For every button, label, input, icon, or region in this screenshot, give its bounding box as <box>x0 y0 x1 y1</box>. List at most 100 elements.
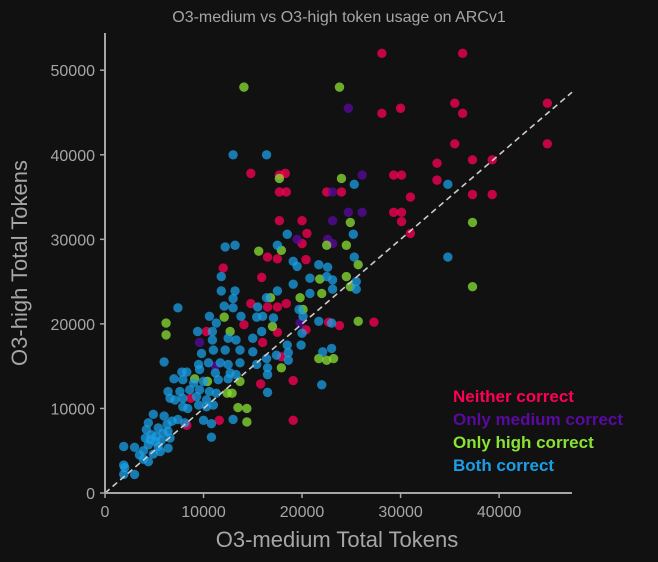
point-only-high-correct <box>341 240 352 250</box>
point-both-correct <box>326 318 337 328</box>
point-both-correct <box>351 276 361 287</box>
point-both-correct <box>443 252 453 262</box>
point-neither-correct <box>288 375 298 386</box>
point-neither-correct <box>262 252 273 262</box>
point-neither-correct <box>336 187 347 197</box>
point-both-correct <box>159 357 169 367</box>
point-both-correct <box>182 367 192 377</box>
point-both-correct <box>211 388 222 398</box>
point-both-correct <box>252 359 262 370</box>
point-both-correct <box>206 432 217 442</box>
point-both-correct <box>169 374 179 384</box>
x-tick-label: 0 <box>101 504 110 521</box>
point-both-correct <box>262 387 273 398</box>
point-only-medium-correct <box>327 216 338 226</box>
legend-item-neither-correct: Neither correct <box>453 387 574 406</box>
point-neither-correct <box>334 320 345 331</box>
point-neither-correct <box>450 139 460 149</box>
point-both-correct <box>235 358 245 368</box>
point-neither-correct <box>457 108 468 119</box>
point-both-correct <box>220 345 230 355</box>
point-both-correct <box>256 326 267 337</box>
point-both-correct <box>351 284 361 294</box>
point-both-correct <box>297 328 307 338</box>
point-both-correct <box>283 347 293 358</box>
y-tick-label: 40000 <box>51 148 96 165</box>
point-both-correct <box>230 240 240 250</box>
y-axis-label: O3-high Total Tokens <box>7 160 32 366</box>
point-both-correct <box>349 252 359 262</box>
point-both-correct <box>327 284 338 294</box>
point-both-correct <box>235 345 245 355</box>
point-neither-correct <box>377 108 387 119</box>
point-both-correct <box>261 353 272 364</box>
point-both-correct <box>208 400 219 410</box>
point-only-medium-correct <box>343 207 354 217</box>
point-only-high-correct <box>328 353 339 364</box>
point-both-correct <box>198 376 209 387</box>
point-both-correct <box>318 347 328 357</box>
x-axis-label: O3-medium Total Tokens <box>216 527 459 552</box>
point-both-correct <box>261 292 272 303</box>
point-neither-correct <box>396 207 407 217</box>
point-neither-correct <box>388 170 399 180</box>
x-tick-label: 40000 <box>477 504 522 521</box>
point-both-correct <box>262 363 273 373</box>
point-both-correct <box>208 345 219 355</box>
point-neither-correct <box>432 175 442 185</box>
point-both-correct <box>349 179 359 190</box>
point-neither-correct <box>272 302 283 312</box>
point-both-correct <box>231 335 241 345</box>
point-neither-correct <box>377 48 387 58</box>
point-both-correct <box>159 411 169 421</box>
point-neither-correct <box>255 379 266 389</box>
point-both-correct <box>272 286 283 296</box>
point-both-correct <box>292 261 302 272</box>
point-both-correct <box>155 446 165 457</box>
point-only-high-correct <box>353 259 363 270</box>
point-only-high-correct <box>161 330 171 340</box>
point-both-correct <box>223 374 233 384</box>
point-both-correct <box>219 301 229 311</box>
point-both-correct <box>167 416 177 426</box>
point-both-correct <box>305 273 315 283</box>
point-neither-correct <box>542 139 553 149</box>
point-only-high-correct <box>219 312 229 322</box>
point-both-correct <box>119 469 129 480</box>
point-both-correct <box>326 343 337 354</box>
point-both-correct <box>298 311 308 321</box>
point-both-correct <box>257 311 268 321</box>
point-neither-correct <box>274 216 285 226</box>
point-both-correct <box>191 391 202 402</box>
point-both-correct <box>204 311 215 321</box>
point-both-correct <box>305 288 315 299</box>
point-only-medium-correct <box>194 337 205 348</box>
point-neither-correct <box>262 302 273 312</box>
point-neither-correct <box>281 298 291 309</box>
point-only-high-correct <box>336 173 347 184</box>
point-neither-correct <box>281 187 291 197</box>
point-only-high-correct <box>317 288 327 299</box>
point-neither-correct <box>405 192 416 202</box>
point-only-high-correct <box>242 403 252 414</box>
point-only-high-correct <box>334 82 345 92</box>
point-both-correct <box>119 441 129 452</box>
point-only-medium-correct <box>327 187 338 197</box>
point-neither-correct <box>274 187 285 197</box>
point-neither-correct <box>301 254 311 265</box>
point-both-correct <box>271 350 282 360</box>
y-tick-label: 10000 <box>51 401 96 418</box>
point-both-correct <box>216 271 226 282</box>
point-both-correct <box>253 302 263 312</box>
point-both-correct <box>203 358 214 368</box>
point-both-correct <box>248 347 258 357</box>
y-tick-label: 30000 <box>51 232 96 249</box>
x-tick-label: 30000 <box>378 504 423 521</box>
point-neither-correct <box>302 228 312 239</box>
point-both-correct <box>207 326 218 337</box>
point-both-correct <box>173 303 183 313</box>
point-both-correct <box>248 333 258 343</box>
point-neither-correct <box>405 228 416 239</box>
point-both-correct <box>211 318 222 328</box>
